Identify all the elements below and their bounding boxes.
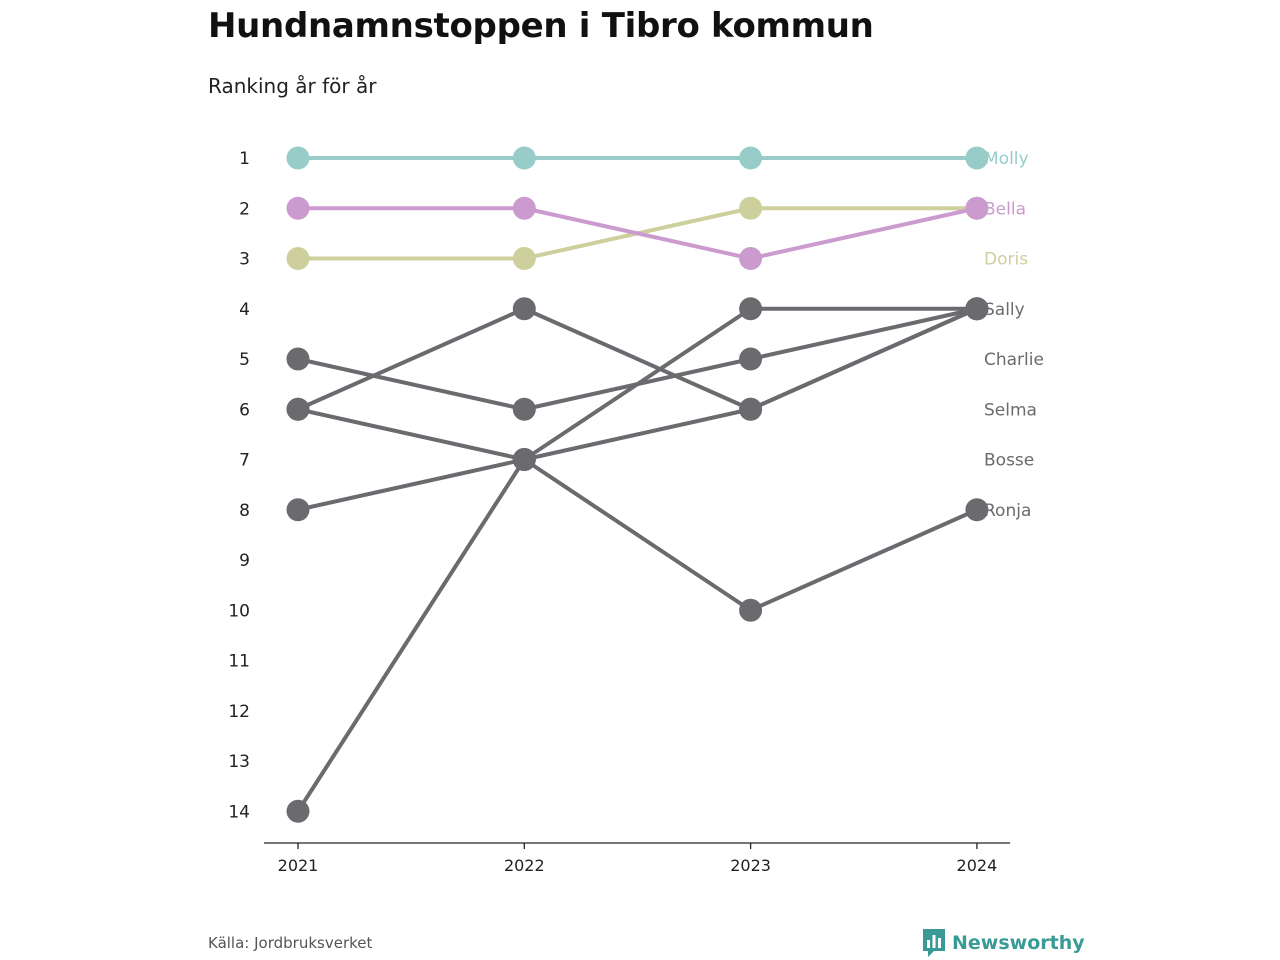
- series-line-selma: [296, 306, 979, 814]
- x-tick-label: 2023: [730, 856, 771, 875]
- series-line-ronja: [296, 407, 979, 613]
- data-point-bella: [965, 196, 989, 220]
- series-line-sally: [296, 306, 979, 412]
- data-point-charlie: [739, 347, 763, 371]
- data-point-molly: [512, 146, 536, 170]
- series-points: [286, 146, 989, 823]
- y-tick-label: 7: [239, 451, 250, 471]
- data-point-ronja: [965, 498, 989, 522]
- end-label-charlie: Charlie: [984, 350, 1044, 370]
- chart-title: Hundnamnstoppen i Tibro kommun: [208, 6, 874, 46]
- x-tick-label: 2024: [957, 856, 998, 875]
- data-point-bosse: [965, 297, 989, 321]
- end-labels: Molly Bella Doris Sally Charlie Selma Bosse Ron…: [984, 149, 1044, 521]
- data-point-ronja: [512, 448, 536, 471]
- data-point-doris: [739, 196, 763, 220]
- y-tick-label: 14: [228, 802, 250, 822]
- series-line-bosse: [296, 306, 979, 512]
- y-tick-label: 8: [239, 501, 250, 521]
- data-point-doris: [512, 247, 536, 270]
- data-point-bella: [739, 247, 763, 270]
- data-point-molly: [739, 146, 763, 170]
- data-point-doris: [286, 247, 310, 270]
- data-point-ronja: [739, 598, 763, 622]
- series-line-bella: [296, 206, 979, 261]
- y-tick-label: 12: [228, 702, 250, 722]
- data-point-molly: [965, 146, 989, 170]
- end-label-doris: Doris: [984, 250, 1028, 270]
- end-label-bosse: Bosse: [984, 451, 1034, 471]
- y-tick-label: 13: [228, 752, 250, 772]
- end-label-selma: Selma: [984, 400, 1037, 420]
- end-label-bella: Bella: [984, 199, 1026, 219]
- x-axis-ticks: 2021 2022 2023 2024: [278, 843, 998, 875]
- x-tick-label: 2021: [278, 856, 319, 875]
- bar-chart-logo-icon: [923, 929, 945, 957]
- brand-logo[interactable]: Newsworthy: [922, 928, 1085, 958]
- data-point-bella: [512, 196, 536, 220]
- y-tick-label: 10: [228, 601, 250, 621]
- chart-subtitle: Ranking år för år: [208, 74, 377, 98]
- data-point-charlie: [286, 347, 310, 371]
- data-point-bella: [286, 196, 310, 220]
- data-point-bosse: [739, 397, 763, 421]
- y-tick-label: 3: [239, 250, 250, 270]
- y-tick-label: 5: [239, 350, 250, 370]
- y-tick-label: 9: [239, 551, 250, 571]
- data-point-sally: [512, 297, 536, 321]
- source-note: Källa: Jordbruksverket: [208, 934, 373, 952]
- x-tick-label: 2022: [504, 856, 545, 875]
- y-tick-label: 11: [228, 652, 250, 672]
- y-tick-label: 1: [239, 149, 250, 169]
- data-point-selma: [286, 799, 310, 823]
- end-label-molly: Molly: [984, 149, 1029, 169]
- data-point-ronja: [286, 397, 310, 421]
- data-point-charlie: [512, 397, 536, 421]
- y-tick-label: 2: [239, 199, 250, 219]
- y-tick-label: 6: [239, 400, 250, 420]
- brand-name: Newsworthy: [952, 932, 1085, 954]
- series-lines: [296, 156, 979, 814]
- data-point-selma: [739, 297, 763, 321]
- end-label-sally: Sally: [984, 300, 1025, 320]
- data-point-molly: [286, 146, 310, 170]
- end-label-ronja: Ronja: [984, 501, 1031, 521]
- data-point-bosse: [286, 498, 310, 522]
- y-tick-label: 4: [239, 300, 250, 320]
